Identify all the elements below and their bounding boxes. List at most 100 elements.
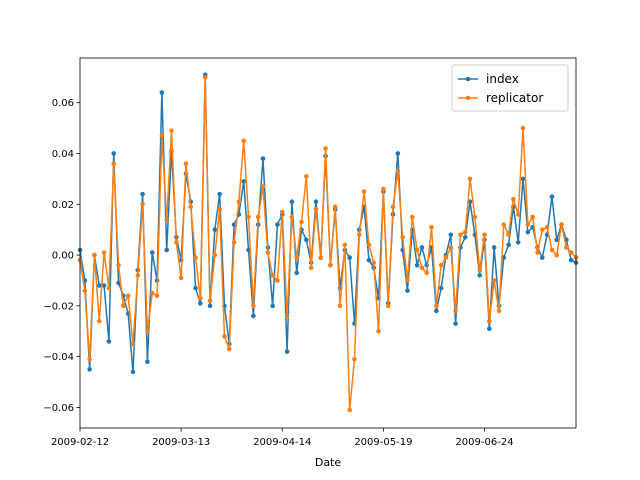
- point: [111, 161, 117, 166]
- legend-marker: [465, 76, 471, 82]
- point: [429, 224, 434, 230]
- point: [366, 242, 372, 248]
- point: [462, 234, 468, 240]
- point: [251, 303, 256, 309]
- point: [539, 227, 545, 232]
- point: [549, 247, 555, 253]
- point: [472, 214, 478, 220]
- point: [125, 293, 131, 298]
- point: [212, 227, 218, 232]
- point: [198, 301, 203, 306]
- point: [275, 222, 280, 227]
- plot-frame: [79, 57, 577, 429]
- point: [106, 285, 112, 291]
- series: [77, 74, 579, 413]
- point: [130, 369, 136, 375]
- legend-box: [451, 64, 569, 112]
- point: [289, 214, 295, 220]
- point: [487, 318, 492, 324]
- point: [395, 168, 401, 174]
- point: [212, 252, 218, 258]
- point: [448, 245, 454, 250]
- point: [82, 288, 88, 293]
- point: [347, 407, 352, 413]
- point: [328, 262, 333, 268]
- x-tick-label: 2009-04-14: [253, 437, 311, 448]
- point: [198, 295, 203, 301]
- point: [424, 270, 430, 276]
- point: [400, 234, 405, 240]
- point: [207, 303, 213, 309]
- point: [304, 174, 309, 179]
- x-tick-label: 2009-03-13: [152, 437, 210, 448]
- point: [385, 303, 391, 309]
- point: [284, 313, 290, 319]
- point: [183, 161, 189, 166]
- point: [515, 212, 521, 217]
- point: [496, 308, 502, 314]
- point: [101, 250, 107, 255]
- x-axis-label: Date: [315, 456, 342, 469]
- point: [111, 151, 117, 156]
- point: [222, 334, 227, 339]
- point: [313, 207, 319, 212]
- point: [539, 255, 545, 260]
- point: [564, 245, 569, 250]
- point: [304, 237, 309, 243]
- point: [544, 224, 550, 230]
- point: [395, 151, 401, 156]
- point: [294, 270, 299, 276]
- point: [434, 303, 439, 309]
- point: [381, 186, 386, 192]
- point: [467, 199, 473, 205]
- point: [188, 204, 194, 210]
- point: [352, 356, 357, 362]
- point: [453, 308, 458, 314]
- point: [270, 303, 275, 309]
- point: [159, 133, 165, 139]
- point: [414, 247, 420, 253]
- legend-label: index: [486, 72, 519, 86]
- point: [347, 255, 352, 260]
- point: [294, 255, 299, 260]
- point: [174, 240, 179, 245]
- point: [164, 247, 169, 253]
- point: [342, 242, 348, 248]
- point: [289, 199, 295, 205]
- point: [554, 252, 560, 258]
- point: [255, 214, 261, 220]
- legend: index replicator: [451, 64, 569, 112]
- point: [511, 196, 516, 202]
- point: [405, 288, 410, 293]
- y-tick-label: 0.02: [52, 200, 74, 211]
- point: [96, 318, 102, 324]
- point: [453, 321, 458, 326]
- point: [154, 293, 160, 298]
- legend-label: replicator: [486, 91, 543, 105]
- point: [482, 232, 487, 238]
- point: [279, 209, 285, 215]
- point: [121, 303, 126, 309]
- y-tick-label: −0.02: [43, 301, 74, 312]
- point: [260, 184, 266, 189]
- point: [251, 313, 256, 319]
- legend-marker: [465, 95, 471, 101]
- point: [116, 280, 121, 286]
- point: [520, 176, 526, 182]
- point: [236, 199, 242, 205]
- y-tick-label: −0.06: [43, 403, 74, 414]
- point: [318, 255, 324, 260]
- point: [231, 240, 237, 245]
- point: [458, 232, 463, 238]
- point: [149, 290, 155, 296]
- x-tick-label: 2009-05-19: [354, 437, 412, 448]
- point: [371, 260, 377, 265]
- point: [159, 90, 165, 95]
- point: [535, 250, 540, 255]
- point: [337, 303, 343, 309]
- point: [116, 262, 121, 268]
- point: [487, 326, 492, 332]
- point: [178, 275, 184, 281]
- point: [477, 273, 482, 278]
